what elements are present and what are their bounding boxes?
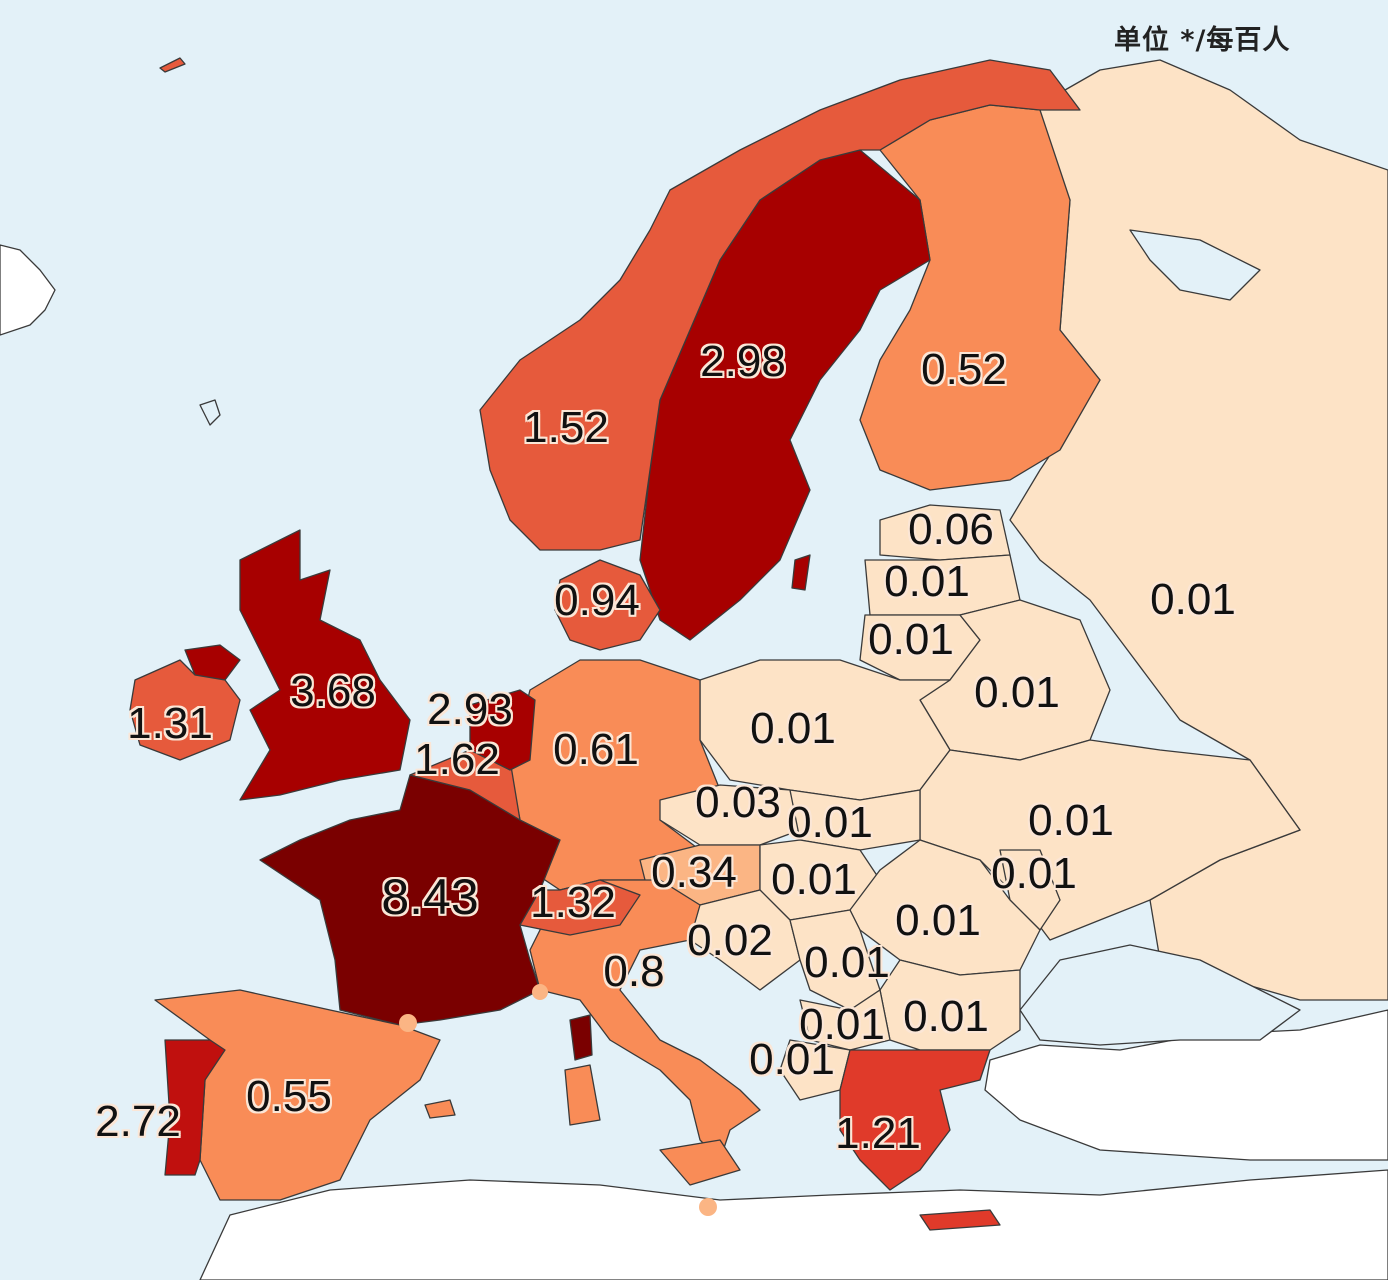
label-norway: 1.52	[523, 403, 609, 452]
region-czechia[interactable]	[659, 784, 801, 846]
label-denmark: 0.94	[554, 576, 640, 625]
label-finland: 0.52	[921, 345, 1007, 394]
region-greenland-edge	[159, 57, 186, 73]
unit-label: 单位 */每百人	[1114, 25, 1291, 56]
label-germany: 0.61	[553, 725, 639, 774]
marker-andorra	[399, 1014, 417, 1032]
label-romania: 0.01	[895, 896, 981, 945]
label-switzerland: 1.32	[530, 878, 616, 927]
region-balearic[interactable]	[424, 1099, 456, 1119]
label-spain: 0.55	[246, 1072, 332, 1121]
region-faroe	[199, 399, 221, 426]
region-portugal[interactable]	[164, 1039, 226, 1176]
region-italy[interactable]	[529, 879, 761, 1161]
region-france[interactable]	[259, 774, 561, 1026]
region-montenegro[interactable]	[799, 989, 891, 1051]
region-gotland[interactable]	[791, 554, 811, 591]
label-lithuania: 0.01	[868, 615, 954, 664]
label-italy: 0.8	[603, 947, 665, 996]
region-albania[interactable]	[779, 1039, 851, 1101]
label-montenegro: 0.01	[799, 1000, 885, 1049]
label-croatia: 0.02	[687, 916, 773, 965]
label-belgium: 1.62	[414, 735, 500, 784]
label-uk: 3.68	[290, 667, 376, 716]
marker-monaco	[532, 984, 548, 1000]
label-austria: 0.34	[651, 848, 737, 897]
label-ireland: 1.31	[127, 699, 213, 748]
label-greece: 1.21	[835, 1109, 921, 1158]
label-russia: 0.01	[1150, 575, 1236, 624]
label-latvia: 0.01	[884, 557, 970, 606]
region-sicily[interactable]	[659, 1139, 741, 1186]
region-uk[interactable]	[239, 529, 411, 801]
label-portugal: 2.72	[95, 1097, 181, 1146]
label-czechia: 0.03	[695, 778, 781, 827]
region-bulgaria[interactable]	[879, 959, 1021, 1051]
black-sea	[1019, 944, 1301, 1046]
region-denmark[interactable]	[554, 559, 661, 651]
label-sweden: 2.98	[700, 337, 786, 386]
region-turkey	[984, 1009, 1388, 1161]
region-greece[interactable]	[839, 1049, 991, 1191]
region-norway[interactable]	[479, 59, 1081, 551]
region-crete[interactable]	[919, 1209, 1001, 1231]
label-netherlands: 2.93	[427, 685, 513, 734]
region-netherlands[interactable]	[469, 689, 536, 771]
label-estonia: 0.06	[908, 505, 994, 554]
label-france: 8.43	[381, 869, 479, 925]
label-belarus: 0.01	[974, 668, 1060, 717]
white-sea	[1129, 229, 1261, 301]
region-ireland[interactable]	[129, 659, 241, 761]
region-moldova[interactable]	[999, 849, 1061, 931]
region-north-africa	[199, 1169, 1388, 1280]
label-serbia: 0.01	[804, 938, 890, 987]
region-iceland	[0, 244, 56, 336]
label-ukraine: 0.01	[1028, 796, 1114, 845]
label-albania: 0.01	[749, 1035, 835, 1084]
region-switzerland[interactable]	[514, 879, 641, 936]
region-belgium[interactable]	[409, 749, 521, 821]
region-sardinia[interactable]	[564, 1064, 601, 1126]
region-northern-ireland[interactable]	[184, 644, 241, 681]
label-hungary: 0.01	[771, 855, 857, 904]
marker-malta	[699, 1198, 717, 1216]
label-slovakia: 0.01	[787, 798, 873, 847]
label-moldova: 0.01	[991, 849, 1077, 898]
label-bulgaria: 0.01	[903, 992, 989, 1041]
region-corsica[interactable]	[569, 1014, 593, 1061]
label-poland: 0.01	[750, 704, 836, 753]
